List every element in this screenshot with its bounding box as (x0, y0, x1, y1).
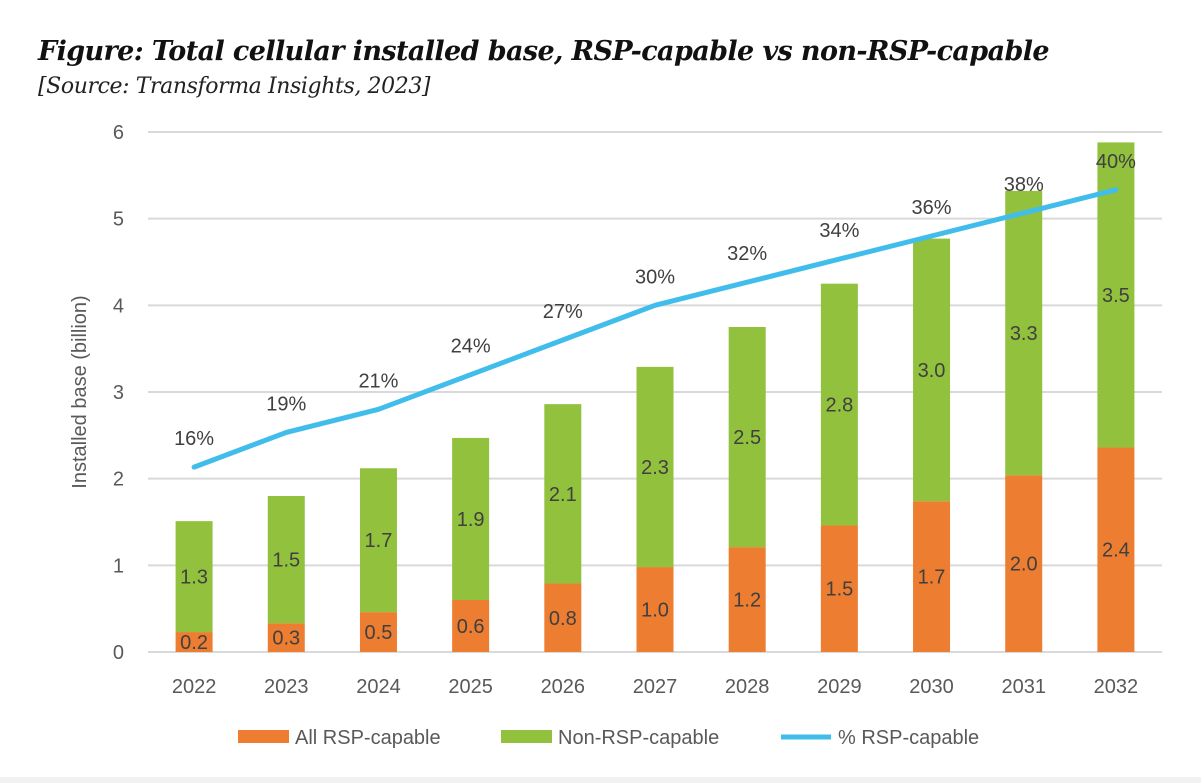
legend-swatch (238, 730, 289, 743)
bar-data-label: 3.3 (1010, 323, 1038, 345)
legend: All RSP-capable Non-RSP-capable % RSP-capa… (238, 727, 979, 749)
bar-non-rsp-capable (728, 327, 766, 548)
bar-data-label: 3.5 (1102, 285, 1130, 307)
bar-data-label: 0.2 (180, 632, 208, 654)
bar-data-label: 2.0 (1010, 554, 1038, 576)
bar-data-label: 2.1 (549, 484, 577, 506)
bar-data-label: 1.5 (272, 550, 300, 572)
legend-label: Non-RSP-capable (558, 727, 719, 749)
bar-data-label: 0.3 (272, 628, 300, 650)
bar-non-rsp-capable (913, 238, 951, 502)
percent-label: 38% (1004, 174, 1044, 196)
y-tick-label: 3 (113, 382, 124, 404)
x-tick-label: 2032 (1094, 676, 1139, 698)
bar-non-rsp-capable (1005, 190, 1043, 476)
bar-rsp-capable (452, 600, 490, 652)
bar-rsp-capable (175, 632, 213, 652)
bar-rsp-capable (544, 583, 582, 652)
bar-non-rsp-capable (544, 404, 582, 584)
x-tick-label: 2023 (264, 676, 309, 698)
bar-non-rsp-capable (267, 496, 305, 624)
bar-data-label: 0.5 (365, 622, 393, 644)
x-tick-label: 2026 (541, 676, 586, 698)
bar-data-label: 1.5 (825, 579, 853, 601)
bar-data-label: 3.0 (918, 360, 946, 382)
x-tick-label: 2025 (448, 676, 493, 698)
percent-line (191, 187, 1119, 470)
legend-label: All RSP-capable (295, 727, 441, 749)
bar-data-label: 1.0 (641, 600, 669, 622)
bar-rsp-capable (1005, 475, 1043, 652)
x-tick-label: 2024 (356, 676, 401, 698)
y-tick-label: 0 (113, 642, 124, 664)
percent-label: 21% (358, 370, 398, 392)
bar-data-label: 1.9 (457, 509, 485, 531)
bar-data-label: 0.6 (457, 616, 485, 638)
x-tick-label: 2029 (817, 676, 862, 698)
y-axis-label: Installed base (billion) (69, 295, 91, 488)
percent-label: 30% (635, 266, 675, 288)
legend-item: Non-RSP-capable (501, 727, 719, 749)
y-tick-label: 4 (113, 295, 124, 317)
bar-data-label: 1.7 (365, 530, 393, 552)
bar-data-label: 2.4 (1102, 540, 1130, 562)
bar-data-label: 1.7 (918, 567, 946, 589)
bar-rsp-capable (359, 612, 397, 652)
bar-non-rsp-capable (175, 521, 213, 633)
bar-rsp-capable (1097, 447, 1135, 652)
x-tick-label: 2027 (633, 676, 678, 698)
y-tick-label: 6 (113, 122, 124, 144)
bar-rsp-capable (267, 623, 305, 652)
bar-non-rsp-capable (636, 366, 674, 568)
percent-label: 27% (543, 301, 583, 323)
bar-non-rsp-capable (820, 283, 858, 526)
axes: 0 1 2 3 4 5 6 2022 2023 2024 2025 2026 2027 2028 2029 2… (113, 122, 1138, 698)
bar-data-label: 1.2 (733, 590, 761, 612)
y-tick-label: 2 (113, 469, 124, 491)
footer-strip (0, 777, 1201, 783)
bar-data-label: 0.8 (549, 608, 577, 630)
percent-label: 40% (1096, 151, 1136, 173)
percent-label: 36% (912, 197, 952, 219)
legend-label: % RSP-capable (838, 727, 979, 749)
percent-label: 19% (266, 393, 306, 415)
bar-data-label: 2.8 (825, 395, 853, 417)
bar-data-label: 2.5 (733, 427, 761, 449)
percent-label: 34% (819, 220, 859, 242)
bar-rsp-capable (913, 501, 951, 652)
y-tick-label: 5 (113, 209, 124, 231)
y-tick-label: 1 (113, 555, 124, 577)
data-labels: 0.2 1.3 0.3 1.5 0.5 1.7 0.6 1.9 0.8 2.1 1.0 2.3 1.2 2… (174, 151, 1136, 654)
percent-label: 24% (451, 336, 491, 358)
bar-rsp-capable (636, 567, 674, 652)
legend-item: % RSP-capable (781, 727, 979, 749)
legend-swatch (501, 730, 552, 743)
x-tick-label: 2030 (909, 676, 954, 698)
percent-label: 32% (727, 243, 767, 265)
bar-non-rsp-capable (452, 437, 490, 600)
bar-rsp-capable (820, 525, 858, 652)
bar-non-rsp-capable (359, 468, 397, 613)
bar-data-label: 2.3 (641, 457, 669, 479)
bar-data-label: 1.3 (180, 567, 208, 589)
x-tick-label: 2022 (172, 676, 217, 698)
bars (175, 142, 1135, 652)
chart-subtitle: [Source: Transforma Insights, 2023] (38, 74, 431, 99)
x-tick-label: 2028 (725, 676, 770, 698)
percent-label: 16% (174, 428, 214, 450)
chart-title: Figure: Total cellular installed base, R… (38, 36, 1050, 67)
legend-item: All RSP-capable (238, 727, 441, 749)
x-tick-label: 2031 (1001, 676, 1046, 698)
bar-rsp-capable (728, 547, 766, 652)
